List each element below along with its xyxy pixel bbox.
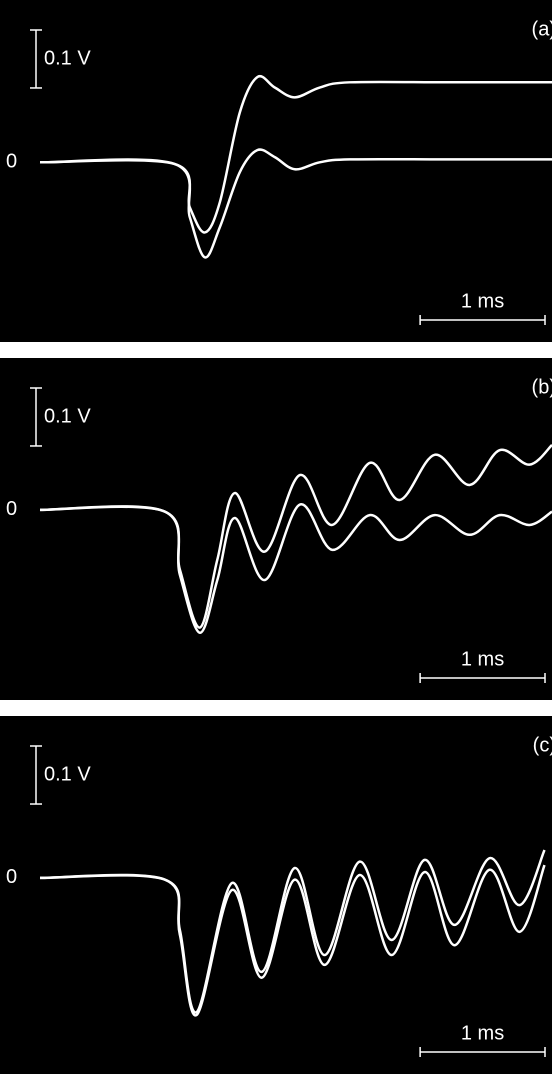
panel-label: (a) (532, 18, 552, 40)
y-tick-label: 0 (6, 151, 17, 173)
panel-label: (b) (532, 376, 552, 398)
x-scale-label: 1 ms (461, 648, 504, 670)
panel: (a) 0 0.1 V 1 ms (0, 0, 552, 342)
x-scale-label: 1 ms (461, 290, 504, 312)
y-tick-label: 0 (6, 866, 17, 888)
y-scale-label: 0.1 V (44, 405, 91, 427)
panel: (c) 0 0.1 V 1 ms (0, 716, 552, 1074)
panel-label: (c) (533, 734, 552, 756)
panel: (b) 0 0.1 V 1 ms (0, 358, 552, 700)
figure: (a) 0 0.1 V 1 ms (b) 0 0.1 V 1 ms (c) 0 0.1 V 1 ms (0, 0, 552, 1074)
y-tick-label: 0 (6, 498, 17, 520)
x-scale-label: 1 ms (461, 1022, 504, 1044)
y-scale-label: 0.1 V (44, 47, 91, 69)
y-scale-label: 0.1 V (44, 763, 91, 785)
